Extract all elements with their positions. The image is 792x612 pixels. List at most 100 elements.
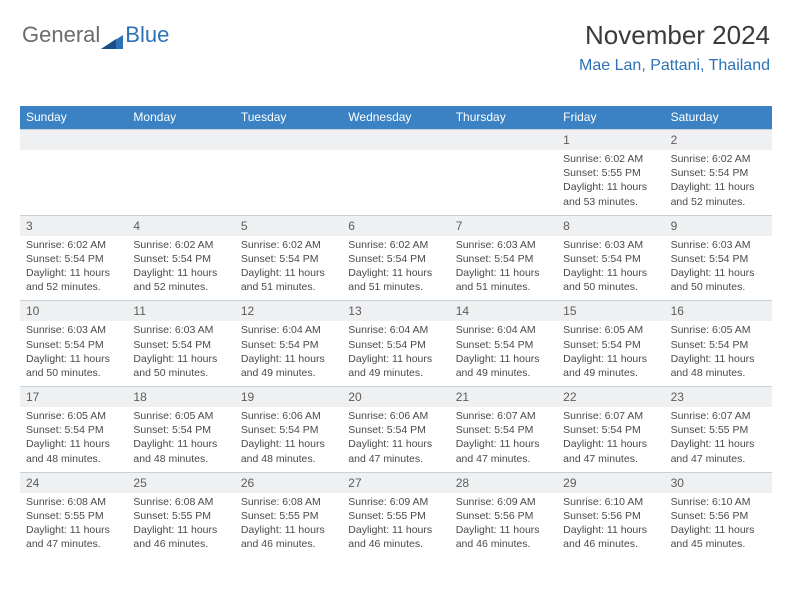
calendar-header-cell: Sunday: [20, 106, 127, 129]
daylight-line: Daylight: 11 hours and 48 minutes.: [133, 437, 228, 465]
calendar-day-number: 18: [127, 386, 234, 407]
calendar-daynum-row: 3456789: [20, 215, 772, 236]
sunset-line: Sunset: 5:54 PM: [456, 338, 551, 352]
calendar-day-number: 6: [342, 215, 449, 236]
sunset-line: Sunset: 5:55 PM: [671, 423, 766, 437]
sunset-line: Sunset: 5:54 PM: [348, 252, 443, 266]
daylight-line: Daylight: 11 hours and 46 minutes.: [348, 523, 443, 551]
daylight-line: Daylight: 11 hours and 47 minutes.: [671, 437, 766, 465]
sunset-line: Sunset: 5:54 PM: [456, 423, 551, 437]
calendar-day-number: 17: [20, 386, 127, 407]
calendar-day-number: 12: [235, 300, 342, 321]
calendar-day-number: 29: [557, 472, 664, 493]
sunrise-line: Sunrise: 6:02 AM: [671, 152, 766, 166]
calendar-day-number: 10: [20, 300, 127, 321]
calendar-day-detail: Sunrise: 6:03 AMSunset: 5:54 PMDaylight:…: [557, 236, 664, 301]
sunrise-line: Sunrise: 6:04 AM: [241, 323, 336, 337]
sunset-line: Sunset: 5:54 PM: [348, 423, 443, 437]
sunset-line: Sunset: 5:56 PM: [563, 509, 658, 523]
sunrise-line: Sunrise: 6:04 AM: [456, 323, 551, 337]
calendar-day-detail: Sunrise: 6:04 AMSunset: 5:54 PMDaylight:…: [342, 321, 449, 386]
calendar-day-detail: Sunrise: 6:02 AMSunset: 5:54 PMDaylight:…: [342, 236, 449, 301]
daylight-line: Daylight: 11 hours and 46 minutes.: [241, 523, 336, 551]
daylight-line: Daylight: 11 hours and 47 minutes.: [456, 437, 551, 465]
calendar-day-detail: Sunrise: 6:07 AMSunset: 5:54 PMDaylight:…: [450, 407, 557, 472]
calendar-day-detail: Sunrise: 6:08 AMSunset: 5:55 PMDaylight:…: [20, 493, 127, 558]
daylight-line: Daylight: 11 hours and 45 minutes.: [671, 523, 766, 551]
sunrise-line: Sunrise: 6:05 AM: [671, 323, 766, 337]
calendar-day-detail: Sunrise: 6:02 AMSunset: 5:55 PMDaylight:…: [557, 150, 664, 215]
daylight-line: Daylight: 11 hours and 48 minutes.: [26, 437, 121, 465]
daylight-line: Daylight: 11 hours and 46 minutes.: [456, 523, 551, 551]
sunrise-line: Sunrise: 6:03 AM: [671, 238, 766, 252]
calendar-day-detail: [20, 150, 127, 215]
sunset-line: Sunset: 5:54 PM: [348, 338, 443, 352]
daylight-line: Daylight: 11 hours and 46 minutes.: [563, 523, 658, 551]
calendar-day-detail: Sunrise: 6:05 AMSunset: 5:54 PMDaylight:…: [557, 321, 664, 386]
daylight-line: Daylight: 11 hours and 52 minutes.: [671, 180, 766, 208]
calendar-day-detail: Sunrise: 6:02 AMSunset: 5:54 PMDaylight:…: [235, 236, 342, 301]
calendar-day-detail: Sunrise: 6:05 AMSunset: 5:54 PMDaylight:…: [20, 407, 127, 472]
daylight-line: Daylight: 11 hours and 50 minutes.: [671, 266, 766, 294]
calendar-day-detail: Sunrise: 6:03 AMSunset: 5:54 PMDaylight:…: [665, 236, 772, 301]
calendar-grid: SundayMondayTuesdayWednesdayThursdayFrid…: [20, 106, 772, 557]
daylight-line: Daylight: 11 hours and 48 minutes.: [671, 352, 766, 380]
sunset-line: Sunset: 5:54 PM: [26, 423, 121, 437]
sunset-line: Sunset: 5:54 PM: [563, 252, 658, 266]
daylight-line: Daylight: 11 hours and 49 minutes.: [456, 352, 551, 380]
sunset-line: Sunset: 5:54 PM: [456, 252, 551, 266]
calendar-day-number: 7: [450, 215, 557, 236]
sunset-line: Sunset: 5:54 PM: [563, 338, 658, 352]
brand-logo: General Blue: [22, 22, 169, 48]
calendar-day-number: [127, 129, 234, 150]
daylight-line: Daylight: 11 hours and 47 minutes.: [563, 437, 658, 465]
calendar-header-cell: Thursday: [450, 106, 557, 129]
sunrise-line: Sunrise: 6:07 AM: [456, 409, 551, 423]
sunset-line: Sunset: 5:55 PM: [563, 166, 658, 180]
calendar-day-number: 27: [342, 472, 449, 493]
daylight-line: Daylight: 11 hours and 50 minutes.: [133, 352, 228, 380]
calendar-day-number: 8: [557, 215, 664, 236]
calendar-day-number: 11: [127, 300, 234, 321]
calendar-day-detail: Sunrise: 6:09 AMSunset: 5:56 PMDaylight:…: [450, 493, 557, 558]
calendar-day-detail: Sunrise: 6:08 AMSunset: 5:55 PMDaylight:…: [235, 493, 342, 558]
calendar-day-number: 5: [235, 215, 342, 236]
daylight-line: Daylight: 11 hours and 49 minutes.: [563, 352, 658, 380]
sunrise-line: Sunrise: 6:08 AM: [26, 495, 121, 509]
calendar-day-number: [235, 129, 342, 150]
sunrise-line: Sunrise: 6:03 AM: [563, 238, 658, 252]
sunrise-line: Sunrise: 6:02 AM: [133, 238, 228, 252]
calendar-day-number: 1: [557, 129, 664, 150]
sunrise-line: Sunrise: 6:09 AM: [456, 495, 551, 509]
sunset-line: Sunset: 5:54 PM: [133, 338, 228, 352]
calendar-day-number: 19: [235, 386, 342, 407]
calendar-day-number: 23: [665, 386, 772, 407]
calendar-day-number: 9: [665, 215, 772, 236]
sunrise-line: Sunrise: 6:02 AM: [26, 238, 121, 252]
daylight-line: Daylight: 11 hours and 50 minutes.: [26, 352, 121, 380]
calendar-day-number: 14: [450, 300, 557, 321]
sunrise-line: Sunrise: 6:07 AM: [563, 409, 658, 423]
sunrise-line: Sunrise: 6:02 AM: [563, 152, 658, 166]
calendar-detail-row: Sunrise: 6:08 AMSunset: 5:55 PMDaylight:…: [20, 493, 772, 558]
sunset-line: Sunset: 5:54 PM: [241, 252, 336, 266]
calendar-day-number: 15: [557, 300, 664, 321]
calendar-day-detail: Sunrise: 6:04 AMSunset: 5:54 PMDaylight:…: [450, 321, 557, 386]
calendar-day-number: 21: [450, 386, 557, 407]
calendar-day-detail: Sunrise: 6:10 AMSunset: 5:56 PMDaylight:…: [557, 493, 664, 558]
brand-triangle-icon: [101, 29, 123, 45]
calendar-day-number: 13: [342, 300, 449, 321]
sunset-line: Sunset: 5:54 PM: [133, 423, 228, 437]
calendar-detail-row: Sunrise: 6:02 AMSunset: 5:55 PMDaylight:…: [20, 150, 772, 215]
sunrise-line: Sunrise: 6:10 AM: [671, 495, 766, 509]
daylight-line: Daylight: 11 hours and 51 minutes.: [241, 266, 336, 294]
sunrise-line: Sunrise: 6:03 AM: [133, 323, 228, 337]
sunrise-line: Sunrise: 6:05 AM: [133, 409, 228, 423]
calendar-day-number: [342, 129, 449, 150]
daylight-line: Daylight: 11 hours and 49 minutes.: [241, 352, 336, 380]
calendar-day-detail: Sunrise: 6:02 AMSunset: 5:54 PMDaylight:…: [127, 236, 234, 301]
sunrise-line: Sunrise: 6:05 AM: [26, 409, 121, 423]
daylight-line: Daylight: 11 hours and 48 minutes.: [241, 437, 336, 465]
sunrise-line: Sunrise: 6:06 AM: [241, 409, 336, 423]
sunset-line: Sunset: 5:56 PM: [671, 509, 766, 523]
